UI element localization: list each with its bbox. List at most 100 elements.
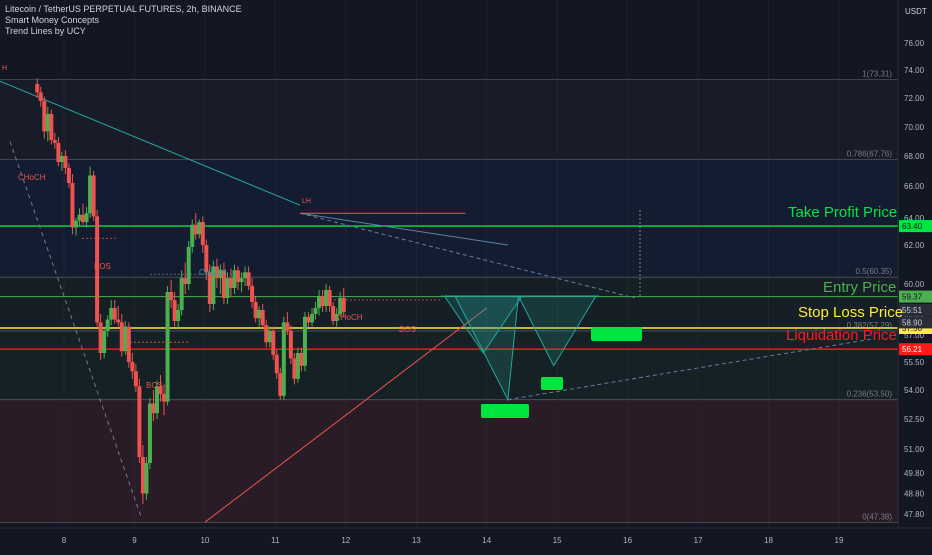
candle-body: [162, 393, 167, 402]
candle-body: [130, 362, 135, 372]
time-axis: [0, 528, 932, 550]
candle-body: [260, 310, 265, 326]
candle-body: [214, 266, 219, 279]
candle-body: [119, 322, 124, 352]
fib-zone: [0, 159, 898, 278]
choch-label: CHoCH: [18, 173, 46, 182]
price-axis: [898, 0, 932, 550]
time-tick-label: 15: [553, 536, 562, 545]
trendline-support: [507, 338, 875, 401]
price-tick-label: 49.80: [904, 469, 925, 478]
candle-body: [158, 386, 163, 394]
price-tag-label: 58.90: [902, 318, 923, 327]
candle-body: [183, 278, 188, 284]
time-tick-label: 17: [694, 536, 703, 545]
price-tick-label: 74.00: [904, 66, 925, 75]
candle-body: [102, 330, 107, 353]
candle-body: [88, 175, 93, 214]
price-tick-label: 48.80: [904, 490, 925, 499]
price-tick-label: 55.50: [904, 358, 925, 367]
candle-body: [264, 325, 269, 343]
price-tick-label: 54.00: [904, 386, 925, 395]
candle-body: [52, 140, 57, 143]
candle-body: [292, 358, 297, 379]
candle-body: [59, 156, 64, 162]
candle-body: [137, 386, 142, 457]
candle-body: [211, 266, 216, 304]
candle-body: [172, 300, 177, 321]
candle-body: [285, 322, 290, 331]
candle-body: [200, 222, 205, 245]
fib-label: 0.382(57.29): [847, 321, 893, 330]
head-marker: [481, 404, 529, 418]
candle-body: [165, 292, 170, 402]
time-tick-label: 11: [271, 536, 280, 545]
bos-label: BOS: [94, 262, 111, 271]
candle-body: [221, 270, 226, 298]
price-tick-label: 70.00: [904, 123, 925, 132]
bos-label: BOS: [146, 381, 163, 390]
price-tag-label: 55:51: [902, 306, 923, 315]
entry-price-label: Entry Price: [823, 279, 897, 296]
time-tick-label: 18: [764, 536, 773, 545]
candle-body: [295, 353, 300, 379]
candle-body: [112, 308, 117, 320]
candle-body: [109, 308, 114, 320]
fib-label: 0.786(67.76): [847, 150, 893, 159]
trendline-solid: [299, 212, 508, 246]
candle-body: [310, 314, 314, 323]
indicator-trend-lines[interactable]: Trend Lines by UCY: [5, 26, 86, 36]
right-shoulder-marker: [591, 327, 642, 341]
candle-body: [147, 403, 152, 463]
candle-body: [140, 457, 145, 494]
time-tick-label: 10: [200, 536, 209, 545]
candle-body: [123, 326, 128, 352]
candle-body: [91, 175, 96, 217]
choch-label: CHoCH: [335, 313, 363, 322]
candle-body: [278, 373, 283, 396]
candle-body: [45, 113, 50, 132]
price-tag: [899, 343, 932, 356]
candle-body: [35, 84, 40, 93]
candle-body: [341, 298, 346, 312]
fib-label: 0(47.38): [862, 513, 892, 522]
candle-body: [317, 296, 322, 308]
candle-body: [257, 310, 262, 319]
symbol-title[interactable]: Litecoin / TetherUS PERPETUAL FUTURES, 2…: [5, 4, 242, 14]
candle-body: [98, 322, 103, 353]
candle-body: [334, 314, 339, 321]
candle-body: [179, 278, 184, 310]
candle-body: [38, 92, 43, 101]
liquidation-label: Liquidation Price: [786, 327, 897, 344]
candle-body: [313, 308, 318, 314]
candle-body: [327, 290, 332, 306]
pattern-triangle: [443, 295, 523, 354]
price-tick-label: 64.00: [904, 214, 925, 223]
candle-body: [338, 298, 343, 314]
indicator-smart-money[interactable]: Smart Money Concepts: [5, 15, 100, 25]
candle-body: [320, 296, 325, 306]
price-tag-label: 63.40: [902, 222, 923, 231]
candle-body: [193, 224, 198, 235]
price-tick-label: 76.00: [904, 39, 925, 48]
price-tag: [899, 220, 932, 233]
price-tag-label: 59.37: [902, 293, 923, 302]
candle-body: [207, 272, 212, 304]
time-tick-label: 13: [412, 536, 421, 545]
price-tick-label: 57.00: [904, 331, 925, 340]
price-tick-label: 72.00: [904, 94, 925, 103]
price-tick-label: 52.50: [904, 415, 925, 424]
fib-label: 0.236(53.50): [847, 390, 893, 399]
trendline-up-red: [204, 307, 488, 523]
candle-body: [70, 183, 75, 228]
price-tag: [899, 304, 932, 316]
candle-body: [176, 310, 181, 321]
candle-body: [133, 371, 138, 387]
candle-body: [197, 222, 202, 235]
time-tick-label: 14: [482, 536, 491, 545]
candle-body: [84, 213, 89, 223]
candle-body: [218, 270, 223, 279]
candle-body: [155, 386, 159, 414]
hh-label: H: [2, 65, 7, 72]
candle-body: [126, 326, 131, 362]
